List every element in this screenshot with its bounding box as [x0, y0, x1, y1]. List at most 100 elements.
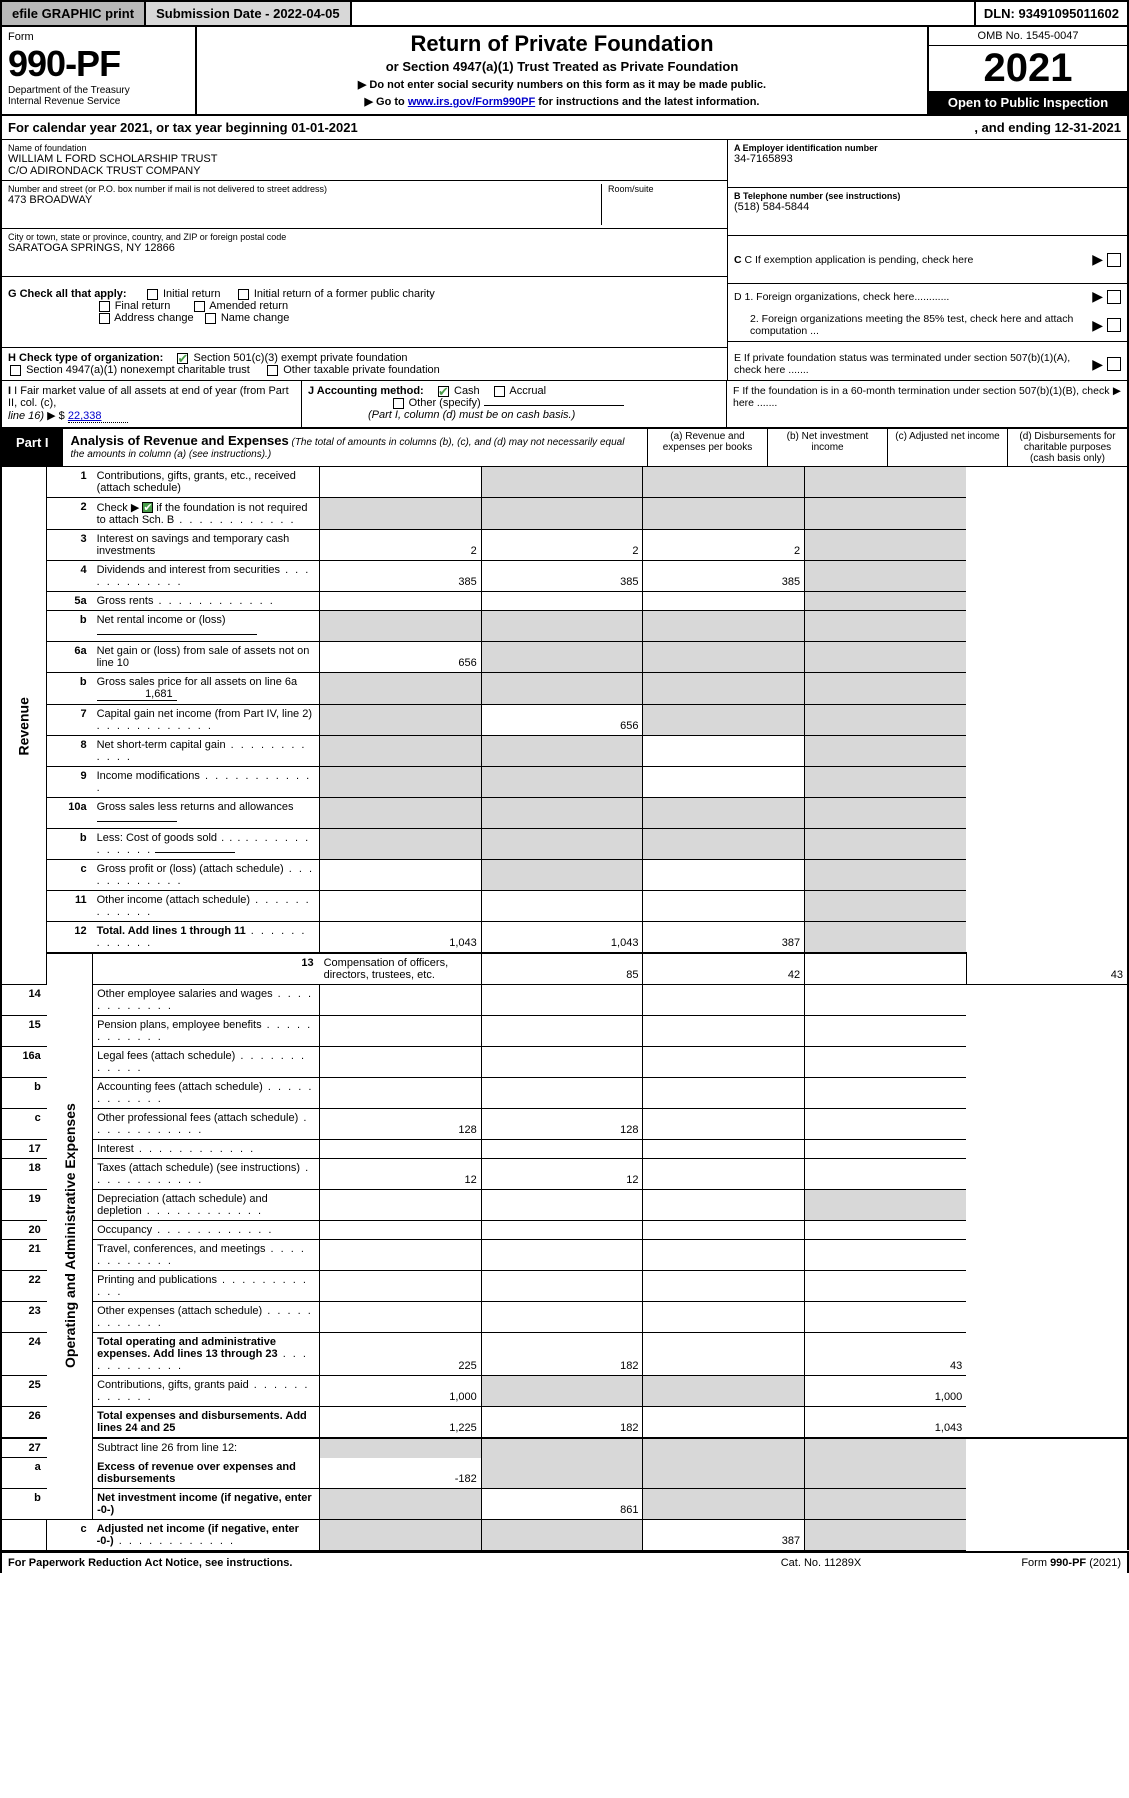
analysis-table: Revenue 1 Contributions, gifts, grants, …: [0, 467, 1129, 1551]
arrow-icon: ▶: [1113, 385, 1121, 423]
j-note: (Part I, column (d) must be on cash basi…: [308, 409, 575, 421]
line-10b-desc: Less: Cost of goods sold . . . .: [93, 829, 320, 860]
line-11-desc: Other income (attach schedule): [93, 891, 320, 922]
efile-print-button[interactable]: efile GRAPHIC print: [2, 2, 146, 25]
e-checkbox[interactable]: [1107, 357, 1121, 371]
line-16c-desc: Other professional fees (attach schedule…: [93, 1109, 320, 1140]
h-type-row: H Check type of organization: Section 50…: [2, 348, 727, 381]
tax-year-period: For calendar year 2021, or tax year begi…: [0, 116, 1129, 140]
accrual-checkbox[interactable]: [494, 386, 505, 397]
line-18-b: 12: [481, 1159, 643, 1190]
address-change-checkbox[interactable]: [99, 313, 110, 324]
line-4-desc: Dividends and interest from securities: [93, 561, 320, 592]
line-24-d: 43: [805, 1333, 967, 1376]
section-h-e: H Check type of organization: Section 50…: [0, 348, 1129, 381]
sch-b-checkbox[interactable]: ✔: [142, 502, 153, 513]
header-left: Form 990-PF Department of the Treasury I…: [2, 27, 197, 114]
line-20-desc: Occupancy: [93, 1221, 320, 1240]
fmv-cell: I I Fair market value of all assets at e…: [2, 381, 302, 427]
room-suite-label: Room/suite: [608, 184, 721, 194]
name-change-label: Name change: [221, 312, 290, 324]
ein-cell: A Employer identification number 34-7165…: [728, 140, 1127, 188]
catalog-number: Cat. No. 11289X: [721, 1557, 921, 1569]
line-12-desc: Total. Add lines 1 through 11: [93, 922, 320, 954]
initial-return-checkbox[interactable]: [147, 289, 158, 300]
line-4-c: 385: [643, 561, 805, 592]
line-4-b: 385: [481, 561, 643, 592]
line-24-a: 225: [320, 1333, 482, 1376]
submission-date-button[interactable]: Submission Date - 2022-04-05: [146, 2, 352, 25]
instruction-link-row: ▶ Go to www.irs.gov/Form990PF for instru…: [203, 95, 921, 108]
cash-checkbox[interactable]: [438, 386, 449, 397]
tax-year: 2021: [929, 46, 1127, 91]
dept-treasury: Department of the Treasury: [8, 85, 189, 96]
arrow-icon: ▶: [1088, 317, 1107, 334]
initial-return-former-label: Initial return of a former public charit…: [254, 288, 435, 300]
line-27a-a: -182: [320, 1458, 482, 1489]
line-12-a: 1,043: [320, 922, 482, 954]
line-27-desc: Subtract line 26 from line 12:: [93, 1438, 320, 1458]
line-2-desc: Check ▶ ✔ if the foundation is not requi…: [93, 498, 320, 530]
amended-return-label: Amended return: [209, 300, 288, 312]
line-24-desc: Total operating and administrative expen…: [93, 1333, 320, 1376]
tax-year-ending: , and ending 12-31-2021: [974, 120, 1121, 135]
501c3-label: Section 501(c)(3) exempt private foundat…: [194, 352, 408, 364]
d2-checkbox[interactable]: [1107, 318, 1121, 332]
toolbar-spacer: [352, 2, 976, 25]
h-label: H Check type of organization:: [8, 352, 163, 364]
part1-header: Part I Analysis of Revenue and Expenses …: [0, 429, 1129, 467]
foundation-name-cell: Name of foundation WILLIAM L FORD SCHOLA…: [2, 140, 727, 181]
501c3-checkbox[interactable]: [177, 353, 188, 364]
line-14-desc: Other employee salaries and wages: [93, 985, 320, 1016]
final-return-label: Final return: [115, 300, 171, 312]
ein-label: A Employer identification number: [734, 143, 1121, 153]
form-footer-ref: Form 990-PF (2021): [921, 1557, 1121, 1569]
arrow-icon: ▶: [1088, 288, 1107, 305]
header-center: Return of Private Foundation or Section …: [197, 27, 927, 114]
foundation-name-label: Name of foundation: [8, 143, 721, 153]
line-12-b: 1,043: [481, 922, 643, 954]
line-27c-c: 387: [643, 1519, 805, 1550]
instruction-ssn: ▶ Do not enter social security numbers o…: [203, 78, 921, 91]
line-27c-desc: Adjusted net income (if negative, enter …: [93, 1519, 320, 1550]
irs-form-link[interactable]: www.irs.gov/Form990PF: [408, 96, 535, 108]
line-6a-a: 656: [320, 642, 482, 673]
fmv-value[interactable]: 22,338: [68, 410, 128, 423]
initial-return-former-checkbox[interactable]: [238, 289, 249, 300]
line-7-desc: Capital gain net income (from Part IV, l…: [93, 705, 320, 736]
line-26-b: 182: [481, 1407, 643, 1439]
line-26-desc: Total expenses and disbursements. Add li…: [93, 1407, 320, 1439]
accounting-method-cell: J Accounting method: Cash Accrual Other …: [302, 381, 727, 427]
line-18-a: 12: [320, 1159, 482, 1190]
phone-cell: B Telephone number (see instructions) (5…: [728, 188, 1127, 236]
instr-post: for instructions and the latest informat…: [535, 96, 759, 108]
4947-checkbox[interactable]: [10, 365, 21, 376]
g-label: G Check all that apply:: [8, 288, 127, 300]
f-text: F If the foundation is in a 60-month ter…: [733, 385, 1113, 423]
d2-text: 2. Foreign organizations meeting the 85%…: [734, 313, 1088, 337]
d1-text: D 1. Foreign organizations, check here..…: [734, 291, 1088, 303]
d1-checkbox[interactable]: [1107, 290, 1121, 304]
other-taxable-checkbox[interactable]: [267, 365, 278, 376]
open-public-inspection: Open to Public Inspection: [929, 91, 1127, 114]
exemption-pending-checkbox[interactable]: [1107, 253, 1121, 267]
other-specify-checkbox[interactable]: [393, 398, 404, 409]
line-23-desc: Other expenses (attach schedule): [93, 1302, 320, 1333]
final-return-checkbox[interactable]: [99, 301, 110, 312]
form-subtitle: or Section 4947(a)(1) Trust Treated as P…: [203, 59, 921, 74]
paperwork-notice: For Paperwork Reduction Act Notice, see …: [8, 1557, 721, 1569]
page-footer: For Paperwork Reduction Act Notice, see …: [0, 1551, 1129, 1573]
line-21-desc: Travel, conferences, and meetings: [93, 1240, 320, 1271]
name-change-checkbox[interactable]: [205, 313, 216, 324]
arrow-icon: ▶: [1088, 251, 1107, 268]
foundation-name-1: WILLIAM L FORD SCHOLARSHIP TRUST: [8, 153, 721, 165]
address-cell: Number and street (or P.O. box number if…: [2, 181, 727, 229]
col-d-header: (d) Disbursements for charitable purpose…: [1007, 429, 1127, 466]
omb-number: OMB No. 1545-0047: [929, 27, 1127, 46]
expenses-side-label: Operating and Administrative Expenses: [47, 953, 93, 1519]
line-6b-desc: Gross sales price for all assets on line…: [93, 673, 320, 705]
amended-return-checkbox[interactable]: [194, 301, 205, 312]
line-17-desc: Interest: [93, 1140, 320, 1159]
exemption-pending-row: C C If exemption application is pending,…: [728, 236, 1127, 284]
line-18-desc: Taxes (attach schedule) (see instruction…: [93, 1159, 320, 1190]
